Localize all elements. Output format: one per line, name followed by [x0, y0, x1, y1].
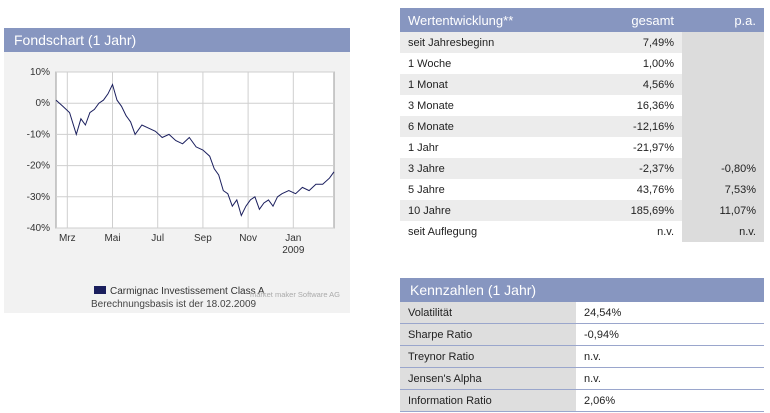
performance-cell-pa	[682, 116, 764, 137]
fund-chart-panel: Fondschart (1 Jahr) 10% 0% -10% -20% -30% -40…	[4, 28, 350, 313]
performance-panel: Wertentwicklung** gesamt p.a. seit Jahre…	[400, 8, 764, 242]
performance-row: 1 Monat 4,56%	[400, 74, 764, 95]
y-tick-label: -30%	[27, 192, 50, 203]
performance-cell-total: -12,16%	[589, 116, 683, 137]
key-figure-row: Treynor Ratio n.v.	[400, 345, 764, 368]
performance-cell-label: 3 Monate	[400, 95, 590, 116]
performance-cell-pa	[682, 95, 764, 116]
performance-cell-pa: 7,53%	[682, 179, 764, 200]
performance-cell-pa: n.v.	[682, 221, 764, 242]
key-figure-label: Treynor Ratio	[400, 345, 576, 368]
performance-header-total: gesamt	[589, 8, 683, 32]
x-tick-label: Nov	[239, 233, 257, 244]
performance-row: 6 Monate -12,16%	[400, 116, 764, 137]
key-figure-value: 2,06%	[576, 389, 764, 412]
performance-row: seit Auflegung n.v. n.v.	[400, 221, 764, 242]
y-tick-label: -40%	[27, 223, 50, 234]
performance-table: Wertentwicklung** gesamt p.a. seit Jahre…	[400, 8, 764, 242]
performance-cell-total: -21,97%	[589, 137, 683, 158]
x-tick-label: Mai	[104, 233, 120, 244]
performance-cell-label: 3 Jahre	[400, 158, 590, 179]
key-figures-table: Volatilität 24,54% Sharpe Ratio -0,94% Treyn…	[400, 302, 764, 412]
x-tick-label: Jan	[285, 233, 301, 244]
performance-row: 1 Woche 1,00%	[400, 53, 764, 74]
performance-cell-pa: 11,07%	[682, 200, 764, 221]
performance-header-label: Wertentwicklung**	[400, 8, 590, 32]
fund-chart-title: Fondschart (1 Jahr)	[4, 28, 350, 52]
key-figure-label: Volatilität	[400, 302, 576, 324]
performance-cell-label: seit Jahresbeginn	[400, 32, 590, 53]
performance-header-pa: p.a.	[682, 8, 764, 32]
key-figure-row: Sharpe Ratio -0,94%	[400, 323, 764, 346]
fund-chart: 10% 0% -10% -20% -30% -40% Mrz Mai Jul Sep Nov Jan…	[27, 67, 335, 310]
legend-label: Carmignac Investissement Class A	[110, 286, 265, 297]
key-figure-row: Information Ratio 2,06%	[400, 389, 764, 412]
performance-cell-pa	[682, 53, 764, 74]
key-figure-label: Sharpe Ratio	[400, 323, 576, 346]
performance-cell-pa	[682, 32, 764, 53]
performance-cell-total: 16,36%	[589, 95, 683, 116]
x-tick-label: Mrz	[59, 233, 76, 244]
key-figures-panel: Kennzahlen (1 Jahr) Volatilität 24,54% Sha…	[400, 278, 764, 412]
performance-cell-label: 1 Jahr	[400, 137, 590, 158]
performance-row: 1 Jahr -21,97%	[400, 137, 764, 158]
series-line-carmignac	[55, 83, 335, 217]
performance-header-row: Wertentwicklung** gesamt p.a.	[400, 8, 764, 32]
performance-cell-label: 5 Jahre	[400, 179, 590, 200]
key-figure-row: Jensen's Alpha n.v.	[400, 367, 764, 390]
performance-row: 5 Jahre 43,76% 7,53%	[400, 179, 764, 200]
chart-credit: market maker Software AG	[250, 290, 340, 299]
performance-row: seit Jahresbeginn 7,49%	[400, 32, 764, 53]
y-tick-label: -10%	[27, 129, 50, 140]
x-tick-label: Sep	[194, 233, 212, 244]
x-tick-label: Jul	[151, 233, 164, 244]
key-figure-value: n.v.	[576, 345, 764, 368]
key-figure-label: Jensen's Alpha	[400, 367, 576, 390]
key-figure-value: -0,94%	[576, 323, 764, 346]
y-tick-label: 10%	[30, 67, 50, 78]
y-axis: 10% 0% -10% -20% -30% -40%	[27, 67, 50, 234]
performance-row: 10 Jahre 185,69% 11,07%	[400, 200, 764, 221]
performance-cell-label: 10 Jahre	[400, 200, 590, 221]
calculation-basis-note: Berechnungsbasis ist der 18.02.2009	[91, 299, 257, 310]
performance-cell-total: 43,76%	[589, 179, 683, 200]
performance-cell-pa	[682, 74, 764, 95]
performance-cell-label: seit Auflegung	[400, 221, 590, 242]
performance-cell-label: 1 Monat	[400, 74, 590, 95]
performance-cell-label: 6 Monate	[400, 116, 590, 137]
y-tick-label: 0%	[36, 98, 51, 109]
key-figures-title: Kennzahlen (1 Jahr)	[400, 278, 764, 302]
legend-swatch	[94, 286, 106, 294]
x-tick-sublabel: 2009	[282, 245, 305, 256]
performance-cell-total: 185,69%	[589, 200, 683, 221]
performance-cell-total: -2,37%	[589, 158, 683, 179]
key-figure-row: Volatilität 24,54%	[400, 302, 764, 324]
key-figure-value: 24,54%	[576, 302, 764, 324]
performance-cell-label: 1 Woche	[400, 53, 590, 74]
performance-cell-total: 4,56%	[589, 74, 683, 95]
key-figure-value: n.v.	[576, 367, 764, 390]
performance-cell-total: 7,49%	[589, 32, 683, 53]
credit-area: market maker Software AG	[250, 290, 340, 299]
performance-cell-total: 1,00%	[589, 53, 683, 74]
performance-row: 3 Monate 16,36%	[400, 95, 764, 116]
performance-cell-total: n.v.	[589, 221, 683, 242]
key-figure-label: Information Ratio	[400, 389, 576, 412]
performance-cell-pa: -0,80%	[682, 158, 764, 179]
performance-cell-pa	[682, 137, 764, 158]
y-tick-label: -20%	[27, 161, 50, 172]
grid	[56, 71, 334, 229]
plot-area	[55, 71, 335, 229]
performance-row: 3 Jahre -2,37% -0,80%	[400, 158, 764, 179]
